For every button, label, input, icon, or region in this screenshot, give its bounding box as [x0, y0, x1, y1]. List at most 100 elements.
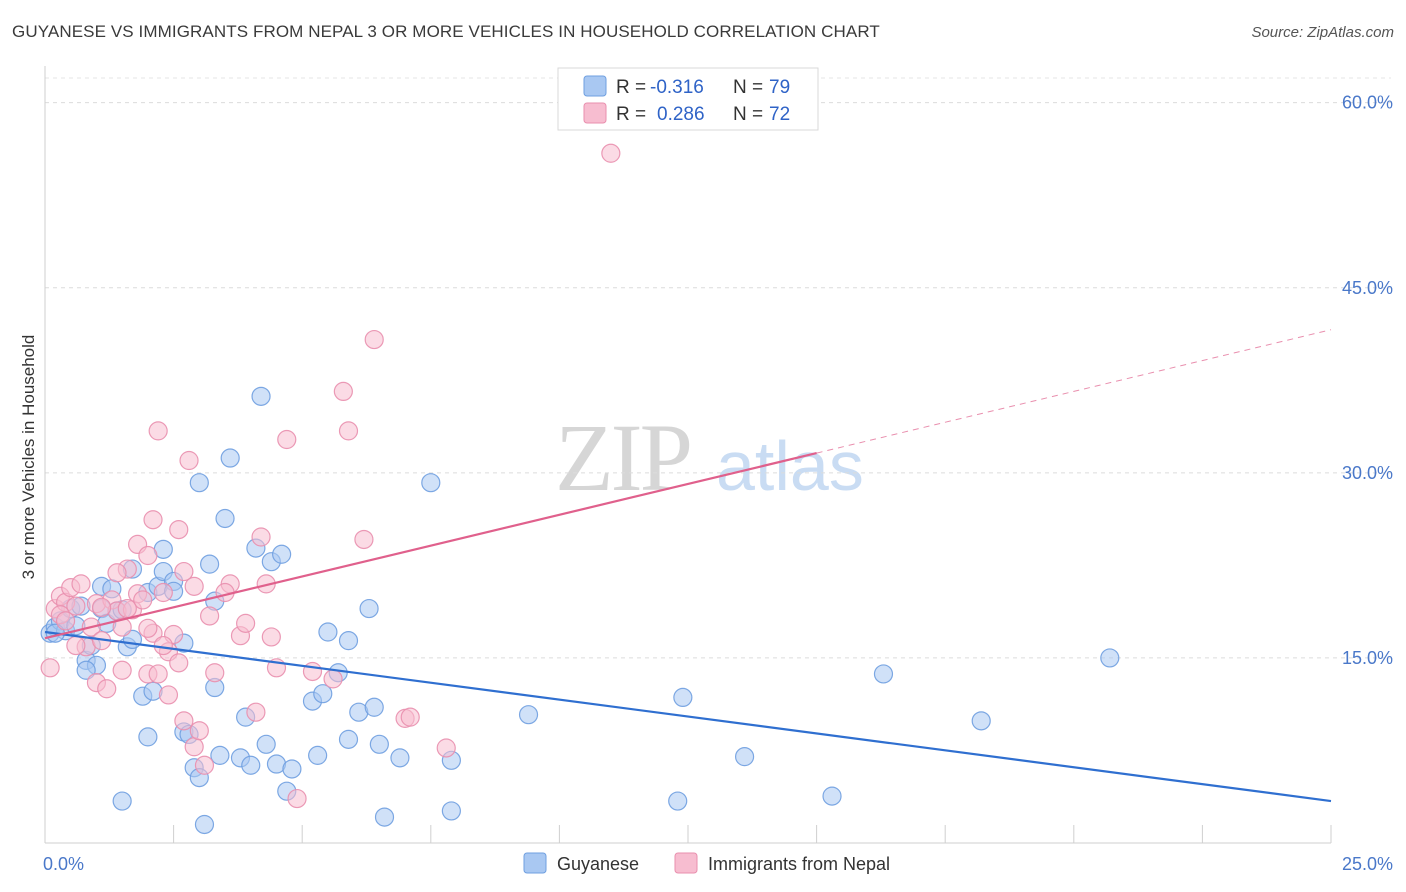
- y-tick-label-30: 30.0%: [1342, 463, 1393, 483]
- watermark-atlas: atlas: [716, 427, 864, 505]
- guyanese-point: [668, 791, 688, 811]
- guyanese-point: [112, 791, 132, 811]
- guyanese-point: [200, 554, 220, 574]
- nepal-point: [323, 669, 343, 689]
- gridlines: [45, 77, 1391, 659]
- guyanese-point: [359, 598, 379, 619]
- guyanese-point: [256, 734, 276, 754]
- bottom-legend: Guyanese Immigrants from Nepal: [523, 852, 890, 874]
- legend-swatch-nepal: [583, 102, 607, 124]
- nepal-point: [277, 429, 297, 450]
- nepal-point: [138, 618, 158, 638]
- nepal-point: [287, 788, 307, 809]
- nepal-point: [354, 529, 374, 550]
- y-tick-label-45: 45.0%: [1342, 278, 1393, 298]
- nepal-point: [40, 658, 60, 678]
- nepal-point: [200, 606, 220, 626]
- nepal-point: [236, 613, 256, 633]
- nepal-point: [184, 576, 204, 596]
- guyanese-point: [873, 664, 894, 684]
- y-tick-label-60: 60.0%: [1342, 93, 1393, 113]
- guyanese-point: [210, 745, 230, 765]
- tick-labels: 15.0% 30.0% 45.0% 60.0% 0.0% 25.0%: [43, 93, 1393, 874]
- nepal-trend-line: [44, 452, 817, 640]
- nepal-point: [148, 664, 168, 684]
- guyanese-point: [518, 705, 539, 725]
- nepal-point: [184, 737, 204, 757]
- legend-r-label-nepal: R =: [616, 104, 646, 125]
- nepal-point: [364, 329, 384, 350]
- nepal-point: [400, 707, 420, 727]
- guyanese-point: [272, 544, 292, 564]
- guyanese-point: [318, 622, 338, 642]
- nepal-point: [174, 711, 194, 731]
- guyanese-point: [374, 807, 395, 827]
- bottom-legend-label-nepal: Immigrants from Nepal: [708, 854, 890, 874]
- nepal-point: [66, 596, 86, 616]
- nepal-point: [138, 545, 158, 566]
- nepal-point: [194, 755, 215, 775]
- nepal-point: [205, 663, 225, 683]
- legend-r-label-guyanese: R =: [616, 77, 646, 98]
- nepal-point: [333, 381, 353, 402]
- guyanese-point: [441, 801, 461, 821]
- guyanese-point: [421, 473, 441, 493]
- nepal-point: [71, 574, 91, 594]
- nepal-point: [169, 519, 189, 540]
- nepal-point: [261, 627, 281, 647]
- guyanese-point: [138, 727, 158, 747]
- guyanese-trend-line: [44, 630, 1332, 803]
- guyanese-point: [76, 660, 96, 680]
- y-axis-title: 3 or more Vehicles in Household: [19, 335, 38, 580]
- guyanese-point: [338, 631, 359, 651]
- chart-title: GUYANESE VS IMMIGRANTS FROM NEPAL 3 OR M…: [12, 22, 880, 41]
- nepal-point: [601, 143, 621, 163]
- nepal-point: [91, 597, 112, 617]
- axes: [44, 66, 1332, 844]
- trend-lines: [44, 329, 1332, 803]
- nepal-point: [112, 617, 132, 637]
- nepal-point: [251, 527, 271, 547]
- nepal-point: [55, 611, 76, 631]
- nepal-point: [143, 510, 163, 530]
- guyanese-point: [194, 814, 215, 835]
- guyanese-point: [390, 748, 410, 768]
- source-label: Source: ZipAtlas.com: [1251, 24, 1394, 41]
- legend-n-label-nepal: N =: [733, 104, 763, 125]
- guyanese-point: [241, 755, 261, 775]
- guyanese-point: [971, 711, 991, 731]
- nepal-point: [66, 635, 86, 656]
- bottom-legend-swatch-guyanese: [523, 852, 547, 874]
- nepal-point: [169, 653, 189, 673]
- watermark-zip: ZIP: [555, 404, 690, 511]
- guyanese-point: [189, 473, 209, 493]
- legend: R = -0.316 N = 79 R = 0.286 N = 72: [557, 67, 819, 131]
- y-tick-label-15: 15.0%: [1342, 648, 1393, 668]
- nepal-point: [246, 702, 266, 722]
- guyanese-point: [282, 759, 302, 779]
- nepal-point: [153, 582, 173, 603]
- x-tick-label-min: 0.0%: [43, 854, 84, 874]
- guyanese-point: [215, 508, 235, 529]
- legend-n-value-nepal: 72: [769, 104, 790, 125]
- x-tick-label-max: 25.0%: [1342, 854, 1393, 874]
- legend-swatch-guyanese: [583, 75, 607, 97]
- nepal-point: [107, 563, 127, 583]
- nepal-point: [158, 685, 179, 705]
- nepal-point: [174, 561, 194, 582]
- nepal-point: [133, 590, 153, 610]
- nepal-point: [179, 450, 199, 471]
- guyanese-point: [364, 697, 384, 717]
- guyanese-point: [308, 745, 328, 765]
- guyanese-point: [1100, 648, 1120, 668]
- bottom-legend-label-guyanese: Guyanese: [557, 854, 639, 874]
- legend-n-value-guyanese: 79: [769, 77, 790, 98]
- guyanese-point: [220, 448, 240, 468]
- guyanese-point: [369, 734, 389, 754]
- watermark: ZIP atlas: [555, 404, 864, 511]
- nepal-point: [436, 738, 456, 758]
- guyanese-point: [822, 786, 842, 806]
- legend-n-label-guyanese: N =: [733, 77, 763, 98]
- guyanese-point: [734, 747, 755, 767]
